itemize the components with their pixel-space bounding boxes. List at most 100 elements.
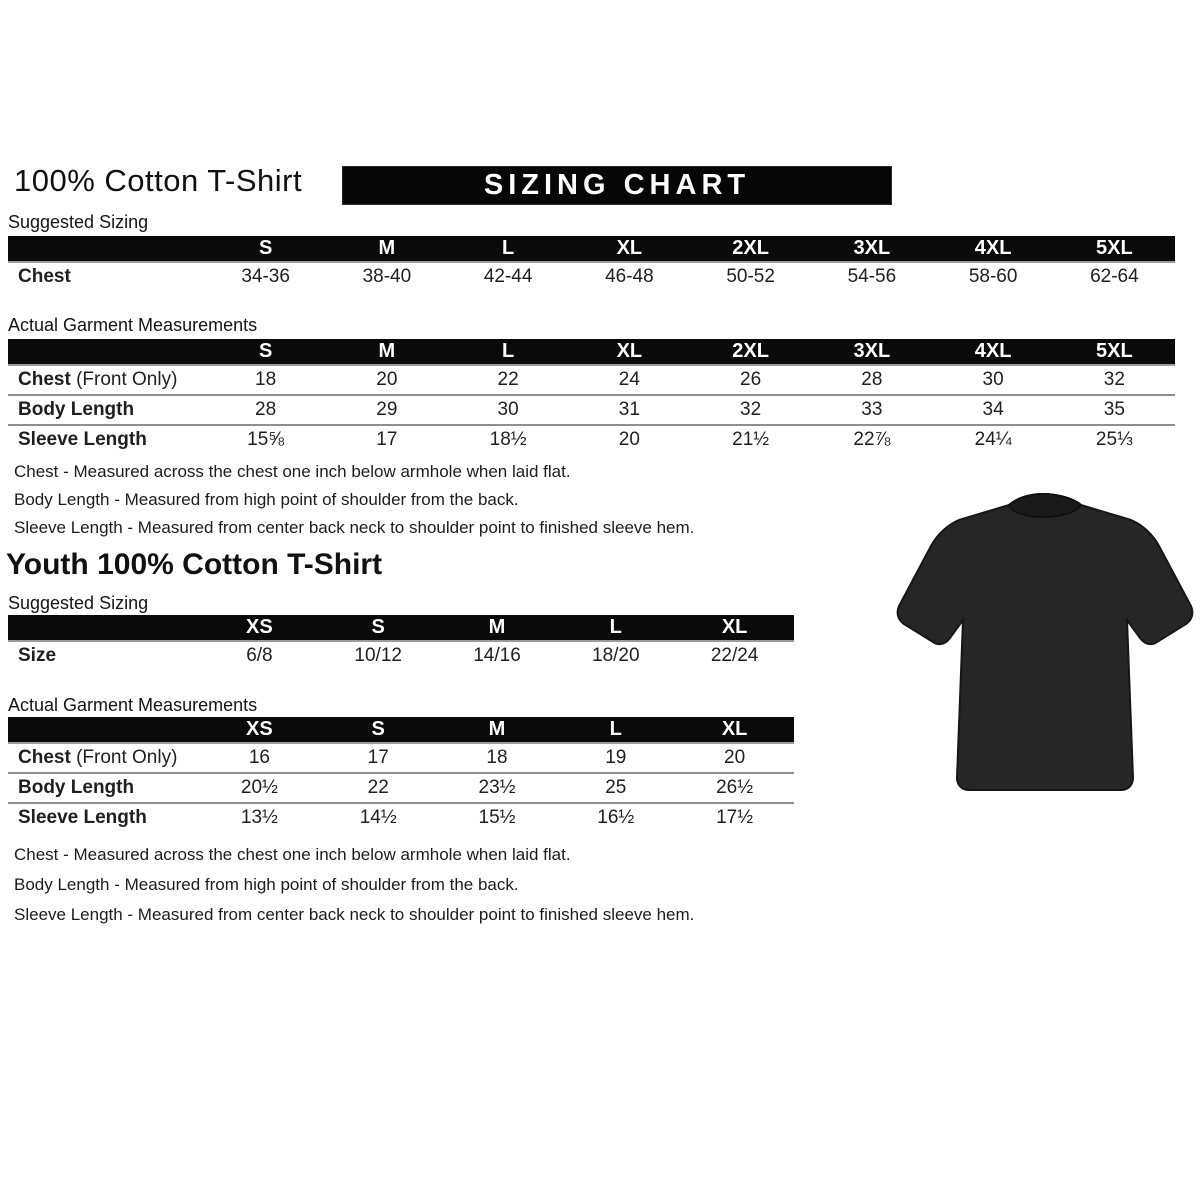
measurement-cell: 26½ (675, 772, 794, 803)
measurement-cell: 50-52 (726, 266, 775, 287)
measurement-cell: 18½ (447, 424, 569, 454)
column-header-5xl: 5XL (1053, 339, 1175, 366)
row-label: Chest (Front Only) (18, 369, 178, 390)
measurement-cell: 30 (982, 369, 1004, 390)
table-row: Size 6/8 10/12 14/16 18/20 22/24 (8, 641, 794, 670)
adult-suggested-sizing-label: Suggested Sizing (8, 212, 149, 232)
size-header-row: S M L XL 2XL 3XL 4XL 5XL (8, 339, 1175, 366)
measurement-cell: 6/8 (246, 645, 273, 666)
column-header-xs: XS (200, 717, 319, 744)
column-header-3xl: 3XL (811, 339, 933, 366)
measurement-cell: 15⅝ (205, 424, 327, 454)
table-corner-cell (8, 615, 200, 642)
measurement-cell: 34-36 (241, 266, 290, 287)
column-header-3xl: 3XL (811, 236, 933, 263)
measurement-cell: 16 (248, 747, 270, 768)
measurement-cell: 17 (326, 424, 448, 454)
measurement-cell: 24¼ (932, 424, 1054, 454)
adult-measurement-notes: Chest - Measured across the chest one in… (14, 458, 694, 542)
measurement-cell: 22 (318, 772, 438, 803)
measurement-cell: 17 (367, 747, 389, 768)
youth-section-title: Youth 100% Cotton T-Shirt (6, 548, 383, 581)
measurement-note: Chest - Measured across the chest one in… (14, 462, 571, 481)
measurement-cell: 58-60 (968, 266, 1018, 287)
measurement-cell: 22⅞ (811, 424, 933, 454)
column-header-m: M (437, 717, 557, 744)
row-label-suffix: (Front Only) (70, 369, 178, 390)
row-label-suffix: (Front Only) (70, 747, 178, 768)
adult-garment-measurements-label: Actual Garment Measurements (8, 315, 258, 335)
column-header-s: S (205, 236, 327, 263)
row-label: Body Length (8, 772, 200, 803)
size-header-row: S M L XL 2XL 3XL 4XL 5XL (8, 236, 1175, 263)
youth-garment-measurements-label: Actual Garment Measurements (8, 695, 258, 715)
column-header-l: L (447, 236, 569, 263)
measurement-cell: 25 (556, 772, 676, 803)
column-header-xl: XL (675, 717, 794, 744)
size-header-row: XS S M L XL (8, 615, 794, 642)
table-corner-cell (8, 717, 200, 744)
page-title: 100% Cotton T-Shirt (14, 163, 303, 198)
column-header-4xl: 4XL (932, 339, 1054, 366)
measurement-note: Body Length - Measured from high point o… (14, 490, 519, 509)
column-header-l: L (556, 717, 676, 744)
measurement-note: Sleeve Length - Measured from center bac… (14, 518, 695, 537)
measurement-note: Chest - Measured across the chest one in… (14, 845, 571, 864)
measurement-cell: 28 (861, 369, 883, 390)
youth-suggested-sizing-label: Suggested Sizing (8, 593, 149, 613)
column-header-2xl: 2XL (690, 236, 812, 263)
tshirt-collar-shape (1007, 492, 1083, 518)
table-row: Sleeve Length 13½ 14½ 15½ 16½ 17½ (8, 802, 794, 832)
row-label: Sleeve Length (8, 802, 200, 832)
measurement-cell: 20 (568, 424, 690, 454)
measurement-cell: 14½ (318, 802, 438, 832)
measurement-cell: 20 (724, 747, 746, 768)
measurement-cell: 19 (605, 747, 627, 768)
measurement-cell: 32 (690, 394, 812, 425)
size-header-row: XS S M L XL (8, 717, 794, 744)
row-label: Chest (Front Only) (18, 747, 178, 768)
measurement-cell: 28 (205, 394, 327, 425)
column-header-l: L (447, 339, 569, 366)
column-header-m: M (437, 615, 557, 642)
column-header-l: L (556, 615, 676, 642)
row-label: Size (18, 645, 57, 666)
measurement-cell: 18 (486, 747, 508, 768)
column-header-s: S (205, 339, 327, 366)
banner-text: SIZING CHART (483, 169, 751, 201)
measurement-cell: 62-64 (1090, 266, 1139, 287)
measurement-cell: 18/20 (592, 645, 640, 666)
table-row: Body Length 28 29 30 31 32 33 34 35 (8, 394, 1175, 425)
column-header-m: M (326, 236, 448, 263)
table-row: Chest (Front Only) 16 17 18 19 20 (8, 743, 794, 773)
tshirt-body-shape (896, 492, 1194, 791)
measurement-cell: 20 (376, 369, 398, 390)
measurement-note: Body Length - Measured from high point o… (14, 875, 519, 894)
youth-garment-measurements-table: XS S M L XL Chest (Front Only) 16 17 18 19 20 Body … (8, 717, 794, 832)
column-header-xl: XL (568, 236, 690, 263)
table-row: Chest (Front Only) 18 20 22 24 26 28 30 32 (8, 365, 1175, 395)
black-tshirt-image (893, 478, 1198, 808)
measurement-cell: 10/12 (354, 645, 402, 666)
measurement-cell: 33 (811, 394, 933, 425)
measurement-cell: 23½ (437, 772, 557, 803)
measurement-cell: 13½ (200, 802, 319, 832)
tshirt-icon (896, 492, 1194, 791)
measurement-cell: 18 (255, 369, 277, 390)
column-header-s: S (318, 615, 438, 642)
measurement-cell: 31 (568, 394, 690, 425)
measurement-cell: 15½ (437, 802, 557, 832)
adult-garment-measurements-table: S M L XL 2XL 3XL 4XL 5XL Chest (Front Only) 18 20 2… (8, 339, 1175, 454)
measurement-cell: 26 (740, 369, 762, 390)
table-row: Chest 34-36 38-40 42-44 46-48 50-52 54-56 58-60… (8, 262, 1175, 291)
column-header-5xl: 5XL (1053, 236, 1175, 263)
measurement-cell: 32 (1103, 369, 1125, 390)
youth-suggested-sizing-table: XS S M L XL Size 6/8 10/12 14/16 18/20 22/24 (8, 615, 794, 670)
measurement-cell: 34 (932, 394, 1054, 425)
sizing-chart-banner: SIZING CHART (342, 166, 892, 205)
adult-suggested-sizing-table: S M L XL 2XL 3XL 4XL 5XL Chest 34-36 38-40 42-44 46-… (8, 236, 1175, 291)
column-header-m: M (326, 339, 448, 366)
measurement-cell: 20½ (200, 772, 319, 803)
column-header-xl: XL (568, 339, 690, 366)
